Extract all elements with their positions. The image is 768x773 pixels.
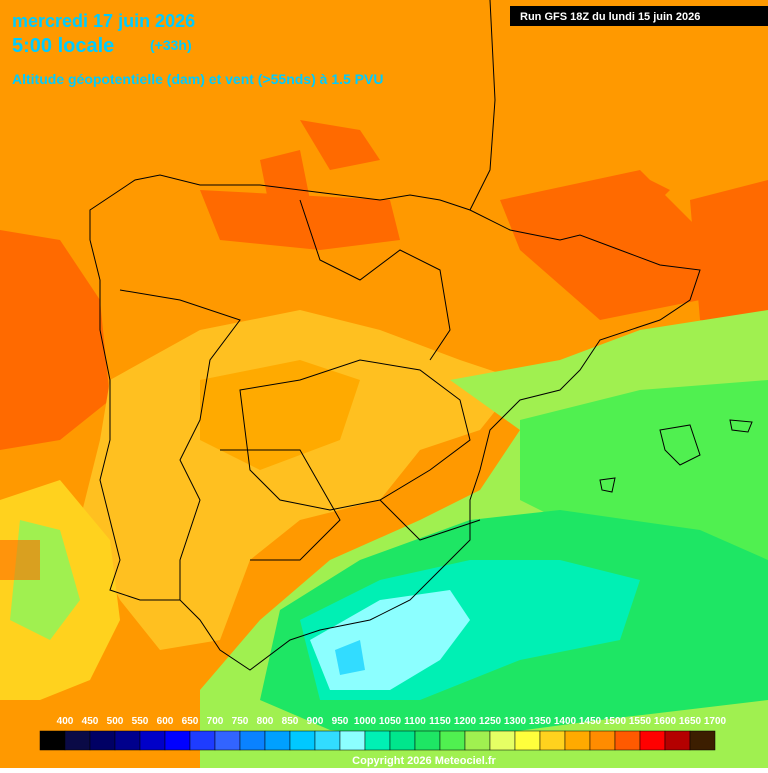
legend-swatch: [639, 730, 666, 751]
legend-label: 1650: [679, 716, 702, 727]
legend-label: 1700: [704, 716, 727, 727]
legend-label: 450: [82, 716, 99, 727]
legend-swatch: [464, 730, 491, 751]
legend-label: 1450: [579, 716, 602, 727]
copyright: Copyright 2026 Meteociel.fr: [352, 755, 496, 767]
legend-swatch: [439, 730, 466, 751]
legend-swatch: [364, 730, 391, 751]
legend-swatch: [564, 730, 591, 751]
legend-swatch: [689, 730, 716, 751]
legend-swatch: [289, 730, 316, 751]
legend-swatch: [314, 730, 341, 751]
legend-swatch: [39, 730, 66, 751]
legend-swatch: [214, 730, 241, 751]
borders: [89, 0, 753, 671]
legend-label: 1600: [654, 716, 677, 727]
legend-swatch: [589, 730, 616, 751]
legend-label: 950: [332, 716, 349, 727]
legend-swatch: [539, 730, 566, 751]
legend-label: 1100: [404, 716, 426, 727]
legend-label: 1300: [504, 716, 527, 727]
legend-label: 1050: [379, 716, 402, 727]
legend-label: 650: [182, 716, 199, 727]
legend-label: 1200: [454, 716, 477, 727]
legend-label: 400: [57, 716, 74, 727]
legend-swatch: [89, 730, 116, 751]
legend-label: 500: [107, 716, 124, 727]
legend-label: 1350: [529, 716, 552, 727]
legend-swatch: [114, 730, 141, 751]
legend-swatch: [264, 730, 291, 751]
legend-label: 1250: [479, 716, 502, 727]
legend-label: 600: [157, 716, 174, 727]
forecast-lead: (+33h): [150, 37, 192, 53]
legend-swatch: [489, 730, 516, 751]
field-shading: [0, 120, 768, 768]
legend-label: 1150: [429, 716, 451, 727]
legend-swatch: [389, 730, 416, 751]
legend-label: 900: [307, 716, 324, 727]
legend-label: 1550: [629, 716, 652, 727]
run-info: Run GFS 18Z du lundi 15 juin 2026: [520, 11, 700, 23]
legend-swatch: [339, 730, 366, 751]
color-legend: 400 450 500 550 600 650 700 750 800 850 900 950 1000…: [39, 716, 727, 751]
legend-swatch: [514, 730, 541, 751]
legend-swatch: [164, 730, 191, 751]
legend-label: 550: [132, 716, 149, 727]
legend-label: 1500: [604, 716, 627, 727]
legend-label: 800: [257, 716, 274, 727]
legend-label: 700: [207, 716, 224, 727]
legend-swatch: [614, 730, 641, 751]
legend-swatch: [664, 730, 691, 751]
legend-label: 850: [282, 716, 299, 727]
legend-swatch: [139, 730, 166, 751]
legend-swatch: [239, 730, 266, 751]
forecast-date: mercredi 17 juin 2026: [12, 11, 195, 31]
legend-label: 750: [232, 716, 249, 727]
run-box: [510, 6, 768, 26]
legend-label: 1000: [354, 716, 377, 727]
field-title: Altitude géopotentielle (dam) et vent (>…: [12, 71, 383, 87]
legend-swatch: [64, 730, 91, 751]
legend-label: 1400: [554, 716, 577, 727]
legend-swatch: [189, 730, 216, 751]
legend-swatch: [414, 730, 441, 751]
forecast-time: 5:00 locale: [12, 35, 114, 57]
